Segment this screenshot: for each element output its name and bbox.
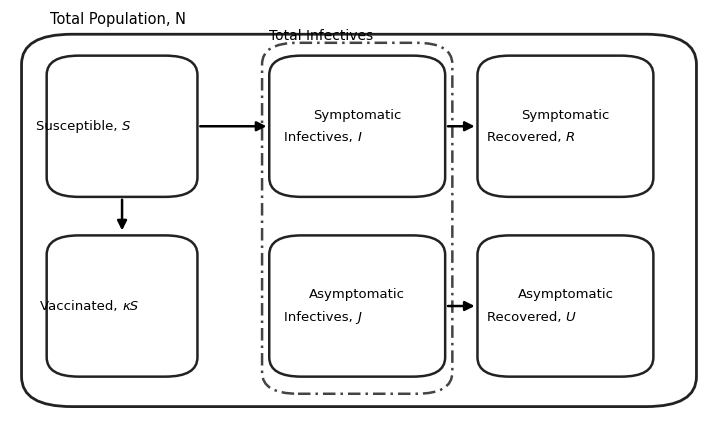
FancyBboxPatch shape — [269, 235, 445, 377]
Text: Recovered,: Recovered, — [487, 311, 566, 324]
Text: Infectives,: Infectives, — [284, 311, 358, 324]
Text: Symptomatic: Symptomatic — [313, 109, 401, 122]
Text: R: R — [566, 131, 574, 144]
FancyBboxPatch shape — [477, 235, 653, 377]
Text: Total Infectives: Total Infectives — [269, 30, 373, 43]
FancyBboxPatch shape — [47, 235, 197, 377]
Text: Susceptible,: Susceptible, — [37, 120, 122, 133]
Text: Recovered,: Recovered, — [487, 131, 566, 144]
FancyBboxPatch shape — [477, 56, 653, 197]
Text: Asymptomatic: Asymptomatic — [518, 288, 613, 301]
Text: I: I — [358, 131, 361, 144]
Text: Total Population, N: Total Population, N — [50, 12, 186, 27]
FancyBboxPatch shape — [269, 56, 445, 197]
Text: J: J — [358, 311, 361, 324]
Text: Infectives,: Infectives, — [284, 131, 358, 144]
FancyBboxPatch shape — [47, 56, 197, 197]
Text: Symptomatic: Symptomatic — [521, 109, 610, 122]
Text: S: S — [122, 120, 131, 133]
Text: κS: κS — [122, 300, 138, 312]
Text: U: U — [566, 311, 575, 324]
Text: Vaccinated,: Vaccinated, — [40, 300, 122, 312]
Text: Asymptomatic: Asymptomatic — [309, 288, 405, 301]
